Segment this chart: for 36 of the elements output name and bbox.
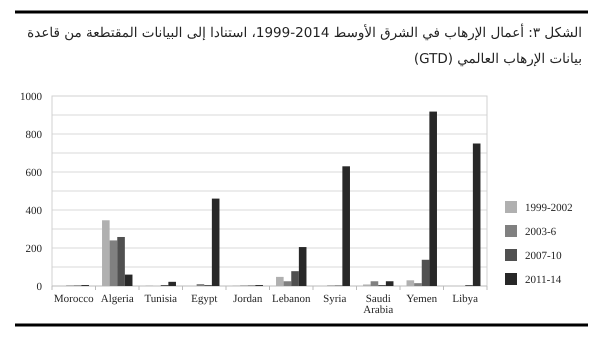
x-tick-label: Libya [452, 293, 478, 305]
legend-label: 2007-10 [525, 250, 562, 262]
x-tick-label: Morocco [54, 293, 94, 305]
bar [284, 281, 292, 286]
bar [472, 144, 480, 286]
legend-label: 2003-6 [525, 226, 557, 238]
legend-label: 1999-2002 [525, 202, 573, 214]
bar [168, 282, 176, 286]
x-tick-label: Lebanon [272, 293, 311, 305]
bar [110, 240, 118, 286]
bar [124, 274, 132, 286]
x-tick-label: Saudi Arabia [363, 293, 394, 316]
bar [386, 281, 394, 286]
x-tick-label: Tunisia [144, 293, 178, 305]
x-tick-label: Syria [323, 293, 346, 305]
y-tick-label: 600 [26, 167, 42, 179]
x-tick-label: Algeria [100, 293, 134, 305]
y-tick-label: 0 [36, 281, 42, 293]
bar [291, 271, 299, 286]
bar [414, 283, 422, 286]
y-tick-label: 200 [26, 243, 42, 255]
x-tick-label: Jordan [233, 293, 263, 305]
legend-label: 2011-14 [525, 274, 562, 286]
x-tick-label: Yemen [406, 293, 438, 305]
bar [117, 236, 125, 286]
chart-title: الشكل ٣: أعمال الإرهاب في الشرق الأوسط 2014-1999، استنادا إلى البيانات المقتطعة من قاعدة بيانات الإرهاب العالمي (GTD) [26, 22, 582, 69]
bar [342, 166, 350, 286]
bar [298, 247, 306, 286]
bar [422, 260, 430, 286]
bar [212, 198, 220, 286]
bar [429, 112, 437, 286]
y-tick-label: 400 [26, 205, 42, 217]
x-tick-label: Egypt [191, 293, 218, 305]
bar [370, 281, 378, 286]
y-tick-label: 800 [26, 129, 42, 141]
y-tick-label: 1000 [20, 91, 42, 103]
